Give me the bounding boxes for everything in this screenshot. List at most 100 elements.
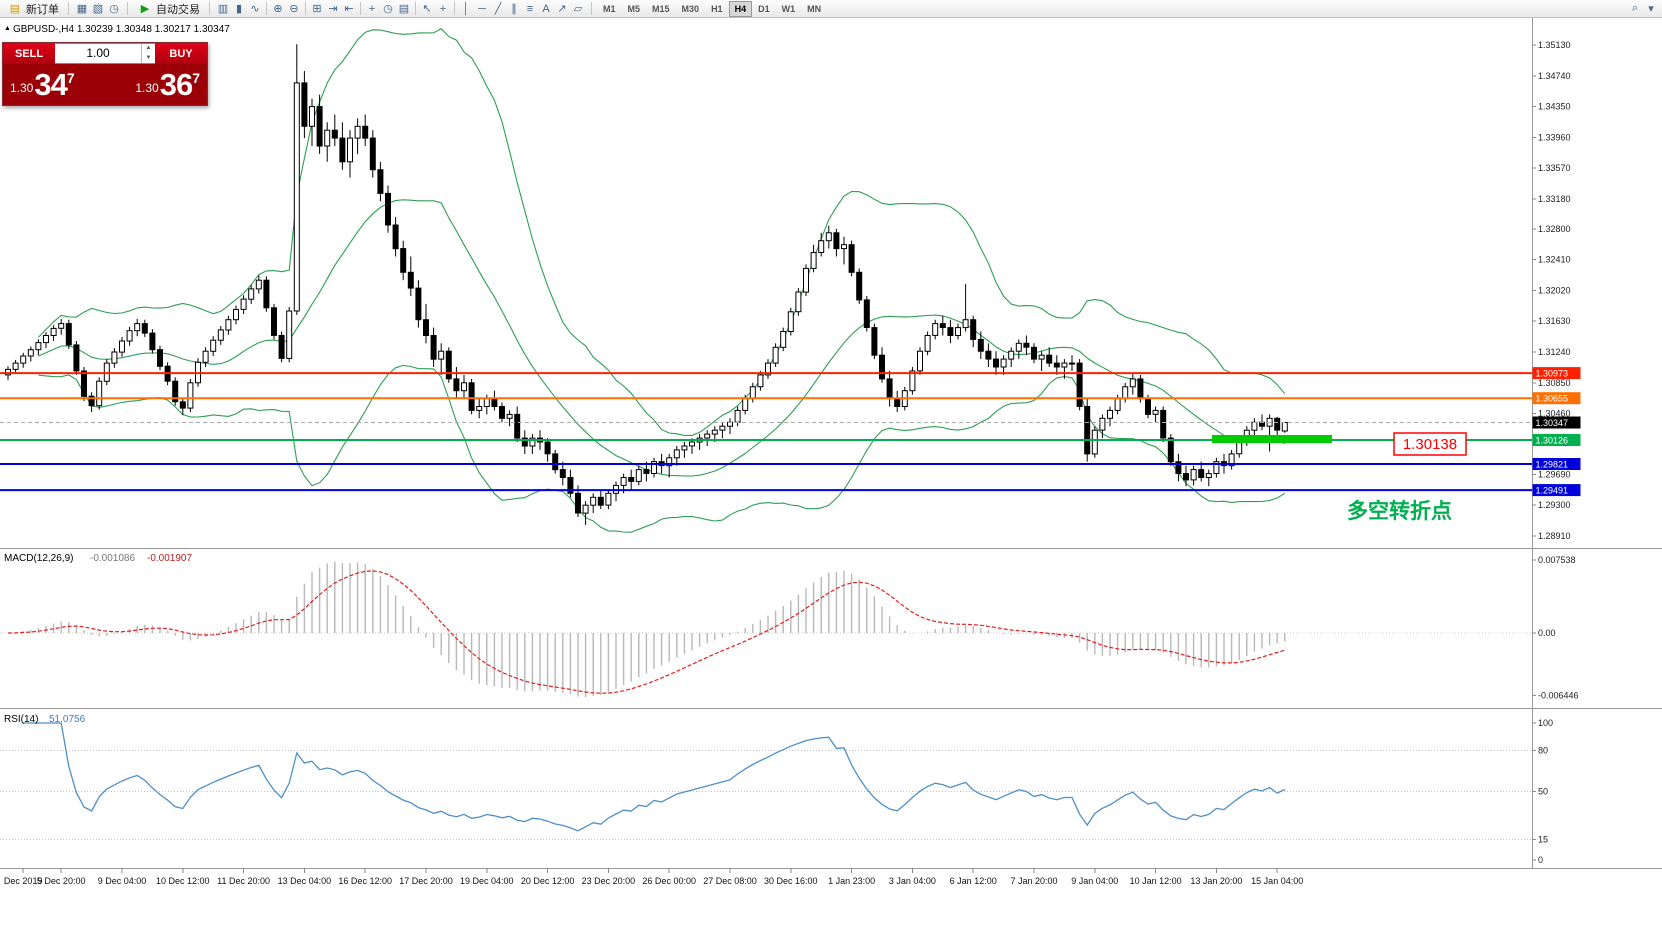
volume-value[interactable]: 1.00 xyxy=(86,46,110,60)
candlestick-chart-icon[interactable]: ▮ xyxy=(235,3,243,15)
svg-text:5 Dec 20:00: 5 Dec 20:00 xyxy=(37,876,86,886)
svg-text:1.32410: 1.32410 xyxy=(1538,255,1571,265)
macd-layer xyxy=(0,561,1532,697)
volume-stepper[interactable]: 1.00 ▲ ▼ xyxy=(55,43,155,64)
periods-icon[interactable]: ◷ xyxy=(383,3,393,15)
timeframe-d1[interactable]: D1 xyxy=(758,3,770,14)
timeframe-m1[interactable]: M1 xyxy=(603,3,616,14)
autotrading-label: 自动交易 xyxy=(156,3,200,16)
svg-text:1.31240: 1.31240 xyxy=(1538,347,1571,357)
svg-text:100: 100 xyxy=(1538,718,1553,728)
svg-text:50: 50 xyxy=(1538,787,1548,797)
timeframe-h1[interactable]: H1 xyxy=(711,3,723,14)
profiles-icon[interactable]: ▧ xyxy=(92,3,104,15)
timeframe-m30[interactable]: M30 xyxy=(681,3,700,14)
price-scale[interactable]: 1.35130 1.34740 1.34350 1.33960 1.33570 1.331… xyxy=(1532,40,1581,865)
alerts-icon[interactable]: ◷ xyxy=(109,3,119,15)
svg-text:9 Dec 04:00: 9 Dec 04:00 xyxy=(98,876,147,886)
svg-text:15 Jan 04:00: 15 Jan 04:00 xyxy=(1251,876,1303,886)
svg-text:15: 15 xyxy=(1538,835,1548,845)
svg-text:19 Dec 04:00: 19 Dec 04:00 xyxy=(460,876,514,886)
templates-icon[interactable]: ▤ xyxy=(398,3,410,15)
timeframe-h4[interactable]: H4 xyxy=(728,0,753,17)
volume-up-arrow[interactable]: ▲ xyxy=(145,45,152,51)
shapes-icon[interactable]: ▱ xyxy=(573,3,583,15)
sell-price[interactable]: 1.30 34 7 xyxy=(10,67,75,102)
zoom-in-icon[interactable]: ⊕ xyxy=(273,3,283,15)
buy-button[interactable]: BUY xyxy=(155,43,207,64)
svg-text:30 Dec 16:00: 30 Dec 16:00 xyxy=(764,876,818,886)
timeframe-group: M1 M5 M15 M30 H1 H4 D1 W1 MN xyxy=(597,0,827,17)
volume-down-arrow[interactable]: ▼ xyxy=(145,54,152,61)
timeframe-mn[interactable]: MN xyxy=(807,3,822,14)
svg-text:0: 0 xyxy=(1538,855,1543,865)
trendline-icon[interactable]: ╱ xyxy=(494,3,502,15)
svg-text:1.33570: 1.33570 xyxy=(1538,163,1571,173)
new-order-button[interactable]: ▤ 新订单 xyxy=(3,1,63,17)
chart-shift-icon[interactable]: ⇤ xyxy=(344,3,354,15)
thick-green-level-band[interactable] xyxy=(1212,435,1332,443)
one-click-trading-panel: SELL 1.00 ▲ ▼ BUY 1.30 34 7 1.30 36 7 xyxy=(2,42,208,106)
svg-text:16 Dec 12:00: 16 Dec 12:00 xyxy=(338,876,392,886)
autotrading-button[interactable]: ▶ 自动交易 xyxy=(133,1,204,17)
svg-text:1.35130: 1.35130 xyxy=(1538,40,1571,50)
toolbar-divider xyxy=(454,2,455,15)
search-icon[interactable]: ⌕ xyxy=(1631,2,1639,14)
rsi-value: 51.0756 xyxy=(49,714,86,725)
more-icon[interactable]: ▾ xyxy=(1648,3,1654,15)
svg-text:6 Jan 12:00: 6 Jan 12:00 xyxy=(950,876,997,886)
svg-text:1.33180: 1.33180 xyxy=(1538,194,1571,204)
buy-price[interactable]: 1.30 36 7 xyxy=(135,67,200,102)
sell-button[interactable]: SELL xyxy=(3,43,55,64)
svg-text:27 Dec 08:00: 27 Dec 08:00 xyxy=(703,876,757,886)
svg-text:9 Jan 04:00: 9 Jan 04:00 xyxy=(1071,876,1118,886)
chart-window-icon[interactable]: ▦ xyxy=(76,3,88,15)
svg-text:10 Dec 12:00: 10 Dec 12:00 xyxy=(156,876,210,886)
price-callout-text: 1.30138 xyxy=(1403,436,1457,453)
svg-text:1.34740: 1.34740 xyxy=(1538,71,1571,81)
zoom-out-icon[interactable]: ⊖ xyxy=(289,3,299,15)
arrows-icon[interactable]: ↗ xyxy=(557,3,567,15)
toolbar-divider xyxy=(209,2,210,15)
pane-separators xyxy=(0,18,1662,869)
price-callout-box[interactable] xyxy=(1393,432,1467,456)
svg-text:10 Jan 12:00: 10 Jan 12:00 xyxy=(1130,876,1182,886)
svg-text:0.007538: 0.007538 xyxy=(1538,555,1576,565)
fibonacci-icon[interactable]: ≡ xyxy=(526,2,534,15)
vertical-line-icon[interactable]: │ xyxy=(462,2,470,15)
indicators-add-icon[interactable]: + xyxy=(368,2,376,15)
candles-layer xyxy=(5,44,1288,525)
toolbar-divider xyxy=(127,2,128,15)
cursor-icon[interactable]: ↖ xyxy=(422,3,432,15)
auto-scroll-icon[interactable]: ⇥ xyxy=(328,3,338,15)
timeframe-m5[interactable]: M5 xyxy=(627,3,641,14)
chart-area[interactable]: 1.35130 1.34740 1.34350 1.33960 1.33570 1.331… xyxy=(0,18,1662,941)
timeframe-w1[interactable]: W1 xyxy=(781,3,796,14)
toolbar-divider xyxy=(266,2,267,15)
svg-text:1.34350: 1.34350 xyxy=(1538,102,1571,112)
toolbar-divider xyxy=(305,2,306,15)
macd-value-main: -0.001086 xyxy=(90,553,135,564)
bar-chart-icon[interactable]: ▥ xyxy=(217,3,229,15)
svg-text:13 Jan 20:00: 13 Jan 20:00 xyxy=(1190,876,1242,886)
line-chart-icon[interactable]: ∿ xyxy=(250,3,260,15)
svg-text:Dec 2019: Dec 2019 xyxy=(4,876,43,886)
horizontal-line-icon[interactable]: ─ xyxy=(478,2,486,15)
svg-text:1.28910: 1.28910 xyxy=(1538,531,1571,541)
svg-text:1.30850: 1.30850 xyxy=(1538,378,1571,388)
rsi-layer xyxy=(0,722,1532,840)
equidistant-channel-icon[interactable]: ∥ xyxy=(511,3,517,15)
timeframe-m15[interactable]: M15 xyxy=(652,3,670,14)
tile-windows-icon[interactable]: ⊞ xyxy=(312,3,322,15)
volume-spinner: ▲ ▼ xyxy=(141,44,155,63)
crosshair-icon[interactable]: + xyxy=(439,2,447,15)
text-label-icon[interactable]: A xyxy=(542,2,550,15)
symbol-ohlc-label: ▲ GBPUSD-,H4 1.30239 1.30348 1.30217 1.30… xyxy=(4,24,230,35)
svg-text:11 Dec 20:00: 11 Dec 20:00 xyxy=(217,876,270,886)
chart-annotation[interactable]: 多空转折点 xyxy=(1347,499,1452,523)
svg-text:20 Dec 12:00: 20 Dec 12:00 xyxy=(521,876,575,886)
svg-text:1.29300: 1.29300 xyxy=(1538,500,1571,510)
svg-text:1.30347: 1.30347 xyxy=(1536,418,1569,428)
toolbar-divider xyxy=(591,2,592,15)
